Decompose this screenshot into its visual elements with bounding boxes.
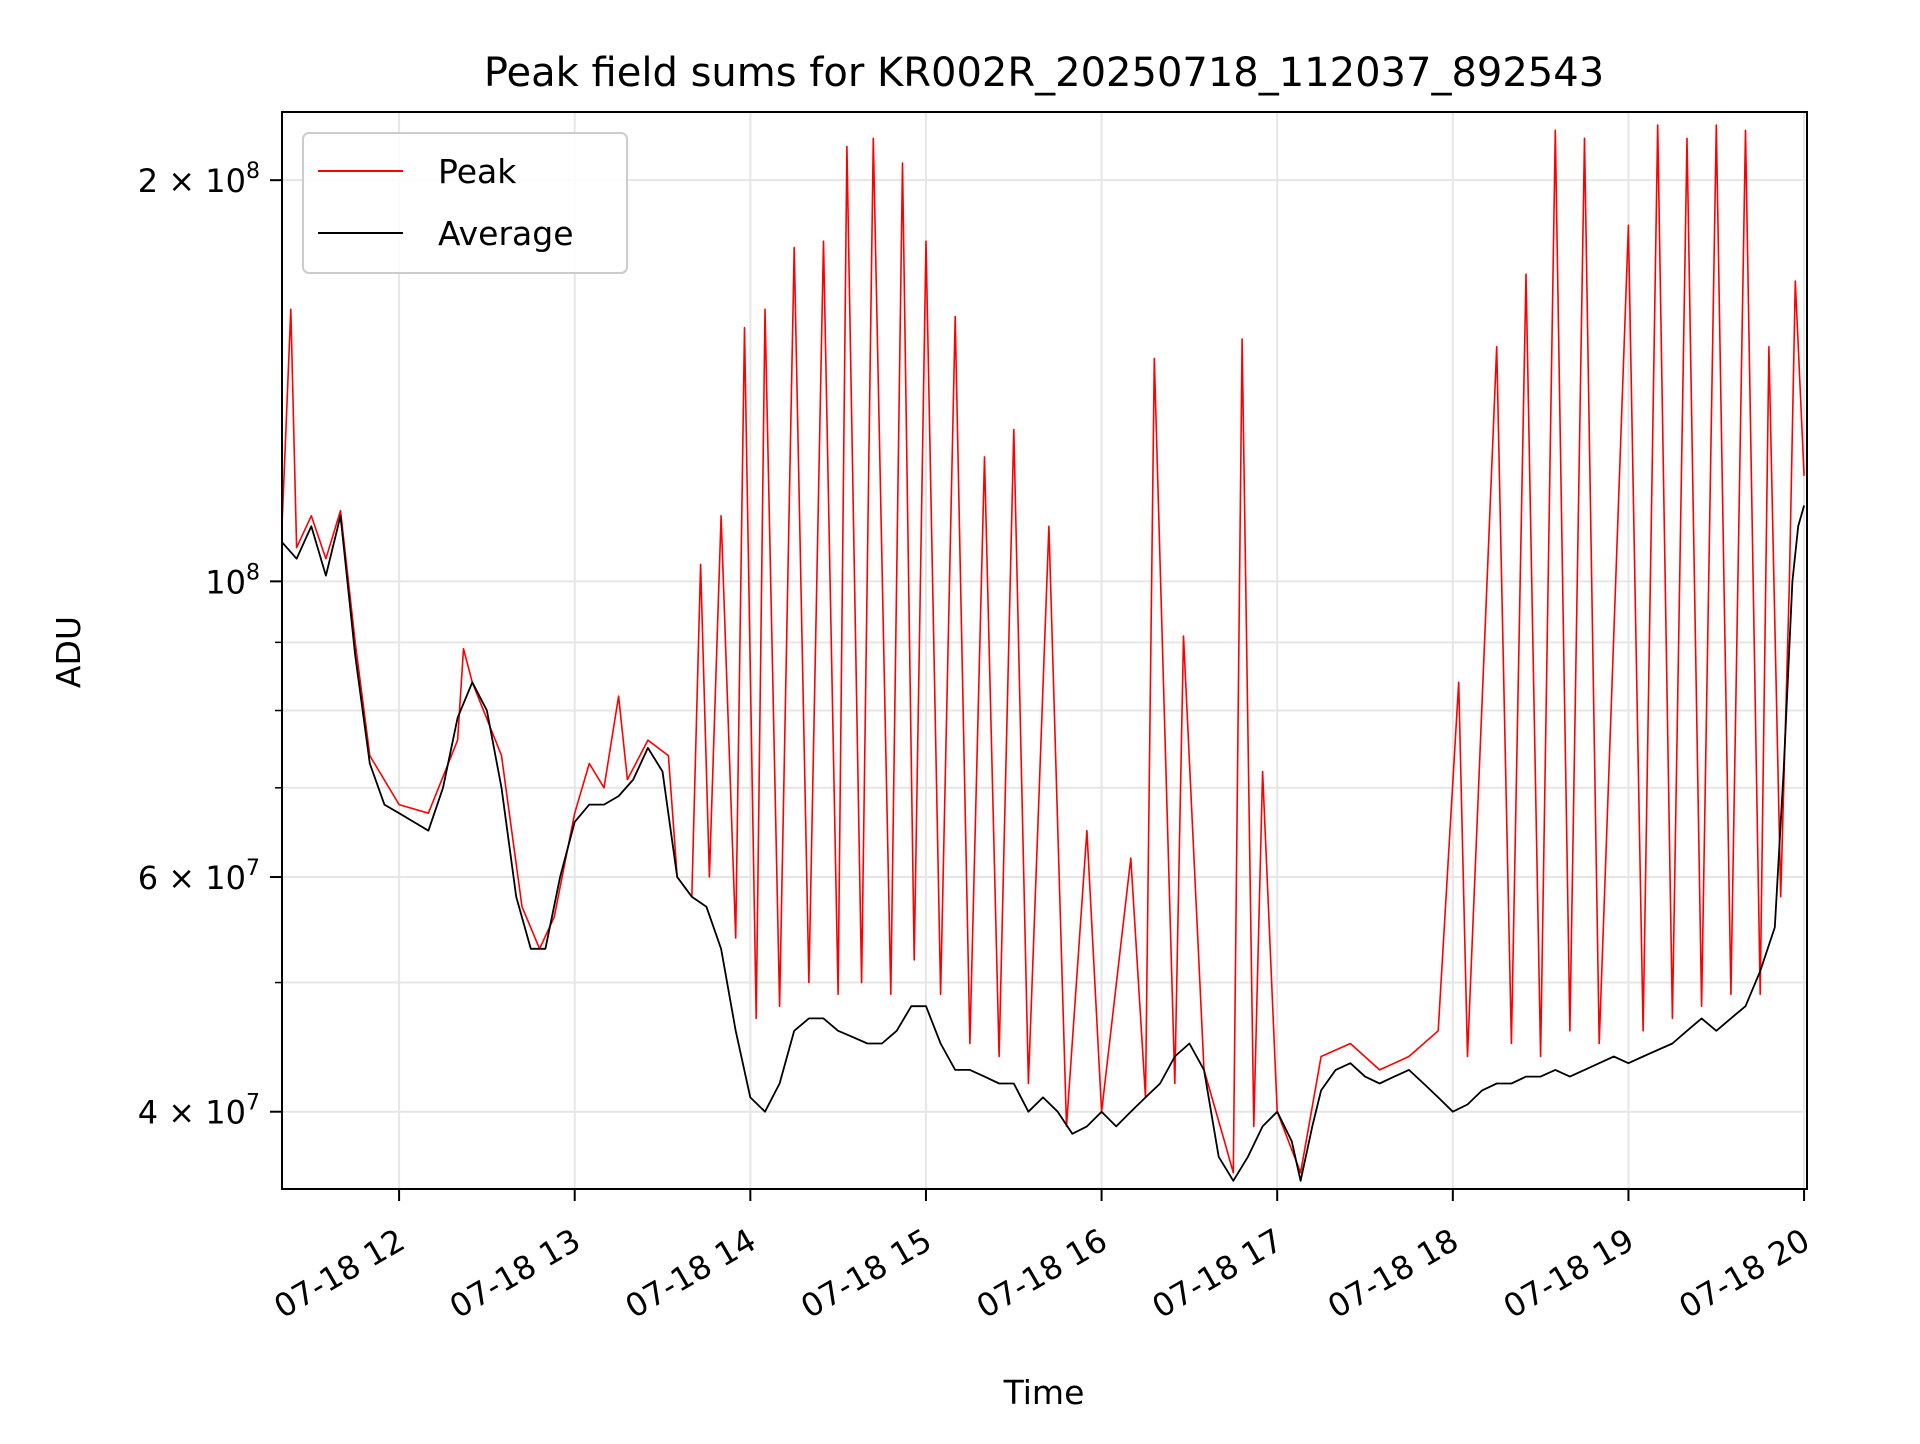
- series-line-peak: [282, 124, 1805, 1174]
- plot-frame: [281, 111, 1808, 1190]
- legend-label-peak: Peak: [438, 152, 517, 191]
- series-layer: [282, 124, 1805, 1182]
- y-tick-label-0: 4 × 107: [138, 1091, 260, 1132]
- y-axis-label: ADU: [49, 616, 88, 688]
- series-line-average: [282, 505, 1805, 1182]
- legend-box: [302, 132, 628, 274]
- y-tick-label-1: 6 × 107: [138, 856, 260, 897]
- x-axis-label: Time: [1003, 1373, 1085, 1412]
- y-tick-label-3: 2 × 108: [138, 159, 260, 200]
- legend: Peak Average: [302, 132, 628, 274]
- y-axis-ticks: 4 × 107 6 × 107 108 2 × 108: [138, 159, 282, 1132]
- legend-label-average: Average: [438, 214, 574, 253]
- y-tick-label-2: 108: [205, 560, 260, 601]
- chart-title: Peak field sums for KR002R_20250718_1120…: [484, 50, 1604, 96]
